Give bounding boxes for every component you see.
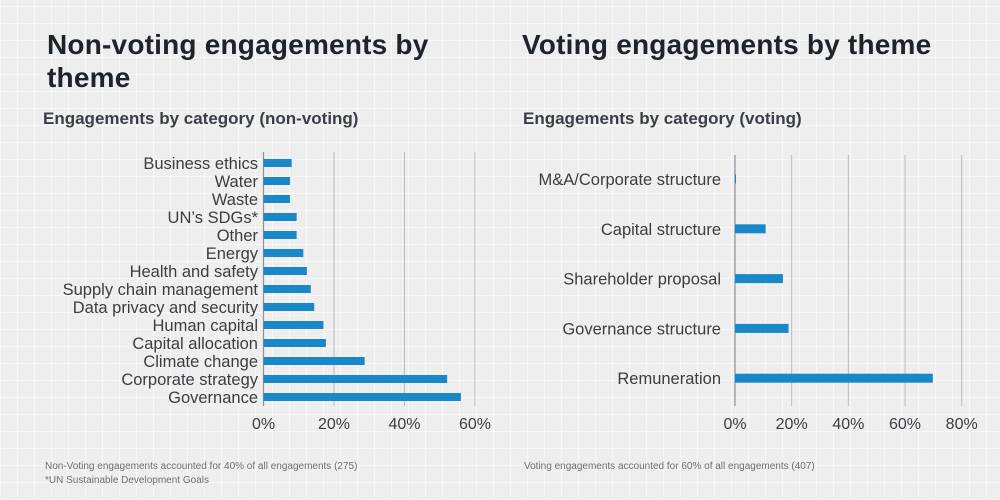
- bar: [263, 357, 365, 365]
- x-tick-label: 0%: [723, 416, 746, 433]
- category-label: M&A/Corporate structure: [539, 171, 721, 189]
- bar: [735, 274, 783, 284]
- category-label: Governance: [168, 389, 258, 407]
- bar: [263, 231, 297, 239]
- bar: [263, 159, 292, 167]
- bar: [263, 249, 304, 257]
- non-voting-title-line2: theme: [47, 62, 131, 93]
- category-label: Corporate strategy: [121, 371, 258, 389]
- voting-title: Voting engagements by theme: [522, 28, 931, 61]
- category-label: Business ethics: [143, 155, 258, 173]
- x-tick-label: 60%: [459, 416, 491, 433]
- category-label: Capital allocation: [132, 335, 258, 353]
- bar: [735, 373, 933, 383]
- bar: [263, 339, 326, 347]
- category-label: Climate change: [143, 353, 258, 371]
- bar: [263, 267, 307, 275]
- bar: [263, 177, 290, 185]
- bar: [263, 285, 311, 293]
- category-label: Governance structure: [562, 320, 721, 338]
- voting-chart-title: Engagements by category (voting): [523, 109, 802, 128]
- non-voting-chart-title: Engagements by category (non-voting): [43, 109, 359, 128]
- bar: [735, 224, 766, 234]
- category-label: Shareholder proposal: [563, 271, 721, 289]
- bar: [735, 174, 736, 184]
- sdg-footnote: *UN Sustainable Development Goals: [45, 475, 209, 486]
- x-tick-label: 20%: [318, 416, 350, 433]
- category-label: Energy: [206, 245, 259, 263]
- category-label: UN’s SDGs*: [168, 209, 259, 227]
- voting-title-line1: Voting engagements by theme: [522, 29, 932, 60]
- x-tick-label: 40%: [832, 416, 864, 433]
- category-label: Water: [215, 173, 259, 191]
- non-voting-title-line1: Non-voting engagements by: [47, 29, 429, 60]
- non-voting-footnote: Non-Voting engagements accounted for 40%…: [45, 461, 358, 472]
- x-tick-label: 40%: [388, 416, 420, 433]
- bar: [263, 393, 461, 401]
- voting-footnote: Voting engagements accounted for 60% of …: [524, 461, 815, 472]
- category-label: Other: [217, 227, 259, 245]
- x-tick-label: 60%: [889, 416, 921, 433]
- bar: [263, 375, 448, 383]
- category-label: Supply chain management: [63, 281, 259, 299]
- category-label: Waste: [212, 191, 258, 209]
- category-label: Health and safety: [130, 263, 259, 281]
- x-tick-label: 20%: [776, 416, 808, 433]
- category-label: Data privacy and security: [73, 299, 259, 317]
- bar: [263, 195, 290, 203]
- bar: [263, 303, 315, 311]
- category-label: Remuneration: [617, 370, 721, 388]
- bar: [263, 321, 324, 329]
- non-voting-title: Non-voting engagements by theme: [47, 28, 428, 94]
- bar: [263, 213, 297, 221]
- x-tick-label: 0%: [252, 416, 275, 433]
- category-label: Human capital: [153, 317, 258, 335]
- x-tick-label: 80%: [946, 416, 978, 433]
- category-label: Capital structure: [601, 221, 721, 239]
- bar: [735, 323, 789, 333]
